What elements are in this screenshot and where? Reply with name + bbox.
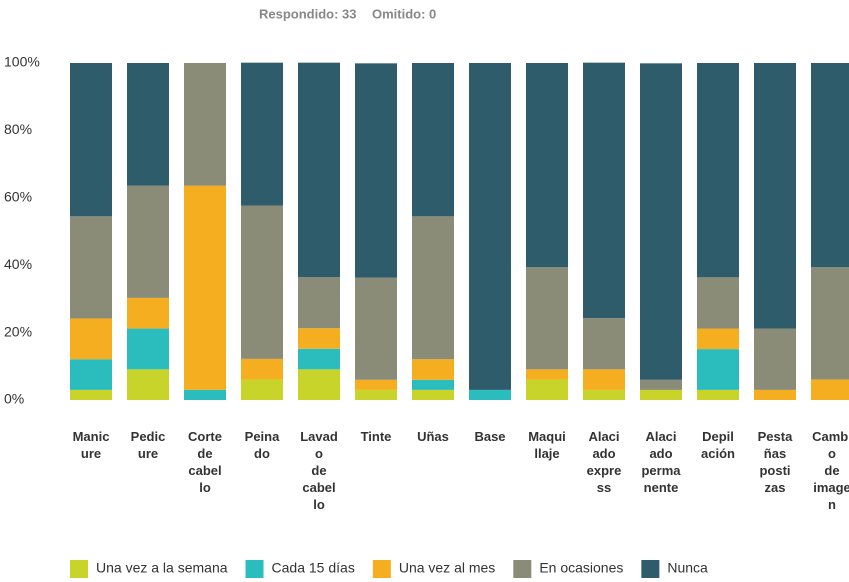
bar-segment [298, 369, 340, 400]
x-tick-label: Lavad o de cabel lo [300, 429, 338, 512]
bar-segment [697, 389, 739, 400]
bar-segment [70, 389, 112, 400]
bar-segment [811, 63, 849, 268]
legend-label: Una vez al mes [399, 560, 495, 576]
bar-segment [355, 277, 397, 380]
bar-segment [583, 369, 625, 390]
bar-segment [355, 379, 397, 390]
bar-segment [697, 277, 739, 329]
bar-segment [583, 318, 625, 370]
bar-segment [127, 63, 169, 186]
bar-segment [469, 389, 511, 400]
bar-segment [184, 63, 226, 186]
bar-segment [127, 185, 169, 298]
bar-segment [70, 359, 112, 390]
bar-segment [127, 297, 169, 329]
bar-segment [127, 369, 169, 400]
legend-label: En ocasiones [539, 560, 623, 576]
y-tick-label: 20% [4, 323, 32, 339]
bar-segment [640, 63, 682, 380]
bar-segment [640, 379, 682, 390]
bar-segment [697, 328, 739, 350]
bar-segment [526, 369, 568, 380]
x-tick-label: Cambi o de image n [812, 429, 849, 512]
bar-segment [412, 379, 454, 390]
x-tick-label: Manic ure [73, 429, 110, 461]
bar-segment [412, 389, 454, 400]
bar-segment [583, 389, 625, 400]
legend-label: Cada 15 días [272, 560, 355, 576]
bar-segment [184, 389, 226, 400]
bar-segment [184, 185, 226, 390]
bar-segment [412, 359, 454, 380]
bar-segment [754, 328, 796, 390]
bar-segment [355, 389, 397, 400]
x-tick-label: Tinte [361, 429, 392, 444]
bar-segment [811, 267, 849, 380]
y-tick-label: 60% [4, 189, 32, 205]
x-tick-label: Maqui llaje [528, 429, 566, 461]
x-tick-label: Pesta ñas posti zas [758, 429, 793, 495]
bar-segment [70, 216, 112, 319]
y-tick-label: 100% [4, 54, 40, 70]
x-tick-label: Base [474, 429, 505, 444]
x-tick-label: Alaci ado perma nente [641, 429, 681, 495]
bar-segment [412, 63, 454, 217]
bar-segment [754, 63, 796, 329]
bar-segment [811, 379, 849, 400]
bar-segment [298, 276, 340, 329]
bar-segment [640, 389, 682, 400]
bar-segment [526, 267, 568, 370]
bar-segment [127, 328, 169, 370]
bar-segment [70, 318, 112, 360]
legend-swatch [245, 560, 264, 578]
respondido: Respondido: 33 [259, 6, 357, 21]
bar-segment [298, 328, 340, 349]
legend-swatch [372, 560, 391, 578]
bar-segment [697, 63, 739, 278]
bar-segment [70, 63, 112, 217]
x-tick-label: Peina do [245, 429, 280, 461]
legend-swatch [513, 560, 532, 578]
bar-segment [754, 389, 796, 400]
bar-segment [241, 358, 283, 380]
legend-label: Una vez a la semana [96, 560, 228, 576]
omitido: Omitido: 0 [372, 6, 436, 21]
bar-segment [583, 62, 625, 319]
bar-segment [526, 63, 568, 268]
legend-swatch [641, 560, 660, 578]
bar-segment [298, 348, 340, 370]
legend-swatch [70, 560, 88, 578]
x-tick-label: Pedic ure [131, 429, 166, 461]
y-tick-label: 80% [4, 121, 32, 137]
bar-segment [241, 205, 283, 359]
x-tick-label: Uñas [417, 429, 449, 444]
bar-segment [526, 379, 568, 400]
y-tick-label: 40% [4, 256, 32, 272]
bar-segment [298, 62, 340, 277]
x-tick-label: Alaci ado expre ss [587, 429, 622, 495]
x-tick-label: Corte de cabel lo [188, 429, 222, 495]
bar-segment [697, 349, 739, 390]
legend-label: Nunca [667, 560, 708, 576]
x-tick-label: Depil ación [701, 429, 735, 461]
bar-segment [355, 63, 397, 278]
bar-segment [241, 62, 283, 206]
bar-segment [469, 63, 511, 390]
bar-segment [412, 216, 454, 360]
bar-segment [241, 379, 283, 400]
y-tick-label: 0% [4, 391, 24, 407]
